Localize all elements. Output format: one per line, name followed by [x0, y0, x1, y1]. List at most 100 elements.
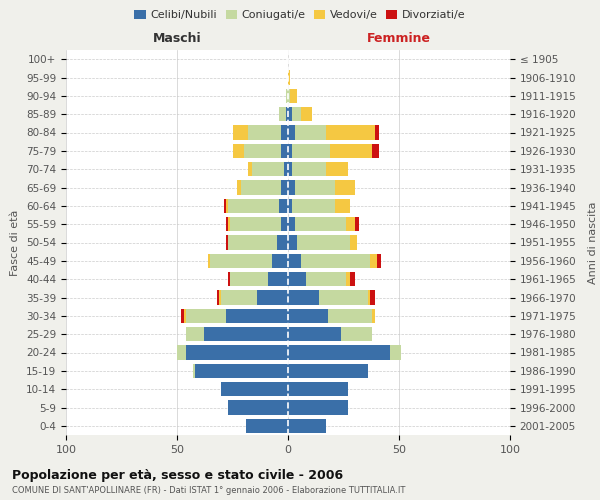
Bar	[281, 144, 288, 158]
Bar	[277, 236, 288, 250]
Bar	[268, 272, 288, 286]
Bar	[226, 308, 288, 323]
Bar	[335, 180, 355, 194]
Bar	[241, 180, 281, 194]
Bar	[226, 236, 228, 250]
Bar	[288, 272, 306, 286]
Bar	[186, 346, 288, 360]
Bar	[355, 217, 359, 232]
Bar	[288, 290, 319, 304]
Bar	[341, 327, 373, 342]
Bar	[281, 180, 288, 194]
Bar	[370, 290, 374, 304]
Bar	[244, 144, 281, 158]
Bar	[253, 162, 284, 176]
Bar	[301, 254, 370, 268]
Bar	[279, 107, 286, 122]
Bar	[306, 272, 346, 286]
Bar	[288, 88, 290, 103]
Bar	[226, 217, 228, 232]
Bar	[257, 290, 288, 304]
Bar	[286, 107, 288, 122]
Bar	[390, 346, 401, 360]
Bar	[292, 107, 301, 122]
Bar	[373, 144, 379, 158]
Bar	[370, 254, 377, 268]
Bar	[288, 236, 297, 250]
Bar	[246, 418, 288, 433]
Bar	[295, 217, 346, 232]
Bar	[288, 327, 341, 342]
Bar	[228, 236, 277, 250]
Bar	[224, 198, 226, 213]
Text: COMUNE DI SANT'APOLLINARE (FR) - Dati ISTAT 1° gennaio 2006 - Elaborazione TUTTI: COMUNE DI SANT'APOLLINARE (FR) - Dati IS…	[12, 486, 406, 495]
Bar	[290, 88, 297, 103]
Bar	[288, 144, 292, 158]
Bar	[237, 180, 241, 194]
Bar	[288, 126, 295, 140]
Bar	[288, 364, 368, 378]
Bar	[288, 198, 292, 213]
Bar	[373, 308, 374, 323]
Bar	[230, 217, 281, 232]
Bar	[186, 308, 226, 323]
Bar	[203, 327, 288, 342]
Bar	[288, 308, 328, 323]
Bar	[297, 236, 350, 250]
Bar	[281, 217, 288, 232]
Bar	[219, 290, 221, 304]
Text: Maschi: Maschi	[152, 32, 202, 44]
Bar	[288, 70, 290, 85]
Bar	[248, 162, 253, 176]
Bar	[292, 162, 326, 176]
Bar	[286, 88, 288, 103]
Bar	[184, 308, 186, 323]
Bar	[288, 162, 292, 176]
Bar	[228, 217, 230, 232]
Bar	[228, 272, 230, 286]
Legend: Celibi/Nubili, Coniugati/e, Vedovi/e, Divorziati/e: Celibi/Nubili, Coniugati/e, Vedovi/e, Di…	[130, 6, 470, 25]
Y-axis label: Anni di nascita: Anni di nascita	[587, 201, 598, 284]
Bar	[319, 290, 368, 304]
Bar	[284, 162, 288, 176]
Bar	[226, 198, 228, 213]
Bar	[301, 107, 313, 122]
Bar	[177, 346, 186, 360]
Bar	[377, 254, 381, 268]
Bar	[221, 290, 257, 304]
Bar	[288, 400, 348, 414]
Bar	[228, 198, 279, 213]
Bar	[326, 126, 374, 140]
Bar	[346, 272, 350, 286]
Bar	[217, 290, 219, 304]
Text: Popolazione per età, sesso e stato civile - 2006: Popolazione per età, sesso e stato civil…	[12, 470, 343, 482]
Bar	[279, 198, 288, 213]
Bar	[228, 400, 288, 414]
Bar	[288, 254, 301, 268]
Bar	[233, 144, 244, 158]
Bar	[288, 180, 295, 194]
Bar	[210, 254, 272, 268]
Bar	[186, 327, 203, 342]
Bar	[281, 126, 288, 140]
Bar	[195, 364, 288, 378]
Bar	[295, 180, 335, 194]
Bar	[288, 346, 390, 360]
Bar	[350, 272, 355, 286]
Bar	[193, 364, 195, 378]
Bar	[374, 126, 379, 140]
Bar	[328, 308, 373, 323]
Bar	[272, 254, 288, 268]
Bar	[233, 126, 248, 140]
Bar	[288, 217, 295, 232]
Bar	[335, 198, 350, 213]
Bar	[326, 162, 348, 176]
Bar	[181, 308, 184, 323]
Bar	[248, 126, 281, 140]
Bar	[292, 198, 335, 213]
Bar	[330, 144, 373, 158]
Bar	[208, 254, 211, 268]
Bar	[288, 418, 326, 433]
Bar	[288, 107, 292, 122]
Bar	[221, 382, 288, 396]
